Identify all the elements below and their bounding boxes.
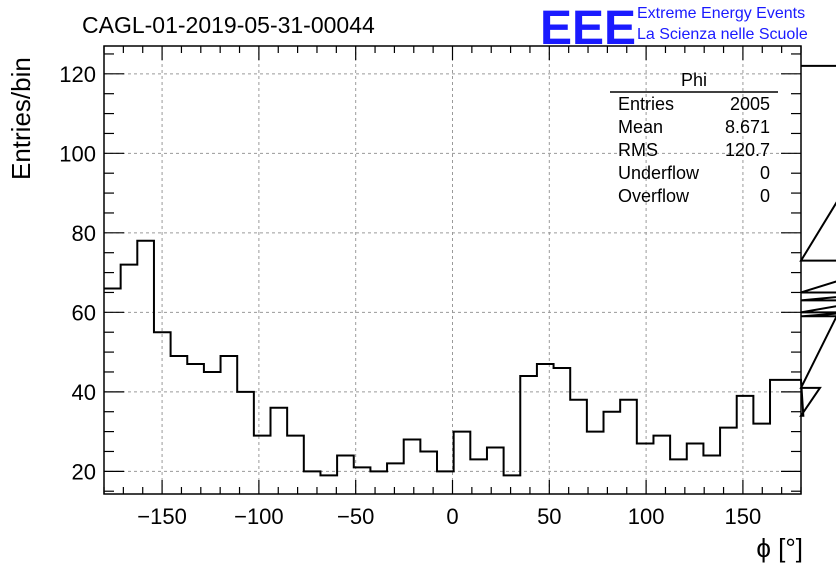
x-tick-label: 100 [628, 504, 665, 529]
stats-value-underflow: 0 [760, 163, 770, 183]
stats-label-underflow: Underflow [618, 163, 700, 183]
y-tick-label: 20 [72, 459, 96, 484]
eee-logo-mark: EEE [540, 2, 636, 55]
plot-frame [103, 45, 802, 495]
histogram-line [104, 64, 836, 477]
stats-box: Phi Entries 2005 Mean 8.671 RMS 120.7 Un… [610, 70, 778, 206]
x-axis-title: ϕ [°] [756, 533, 803, 563]
stats-label-mean: Mean [618, 117, 663, 137]
y-tick-label: 40 [72, 380, 96, 405]
x-tick-label: −50 [337, 504, 374, 529]
stats-label-overflow: Overflow [618, 186, 690, 206]
stats-value-entries: 2005 [730, 94, 770, 114]
stats-value-mean: 8.671 [725, 117, 770, 137]
stats-value-overflow: 0 [760, 186, 770, 206]
y-tick-label: 120 [59, 62, 96, 87]
tick-labels: −150 −100 −50 0 50 100 150 20 40 60 80 100 120 [59, 62, 761, 529]
y-axis-title: Entries/bin [6, 57, 36, 180]
stats-title: Phi [681, 70, 707, 90]
x-tick-label: −150 [137, 504, 187, 529]
chart-title: CAGL-01-2019-05-31-00044 [82, 12, 375, 38]
stats-label-entries: Entries [618, 94, 674, 114]
eee-logo-line2: La Scienza nelle Scuole [637, 26, 808, 43]
x-tick-label: 50 [537, 504, 561, 529]
y-tick-label: 60 [72, 300, 96, 325]
stats-label-rms: RMS [618, 140, 658, 160]
eee-logo-line1: Extreme Energy Events [637, 5, 805, 22]
x-tick-label: 150 [725, 504, 762, 529]
y-tick-label: 100 [59, 141, 96, 166]
stats-value-rms: 120.7 [725, 140, 770, 160]
x-tick-label: 0 [446, 504, 458, 529]
x-tick-label: −100 [234, 504, 284, 529]
y-tick-label: 80 [72, 221, 96, 246]
grid [104, 46, 801, 494]
